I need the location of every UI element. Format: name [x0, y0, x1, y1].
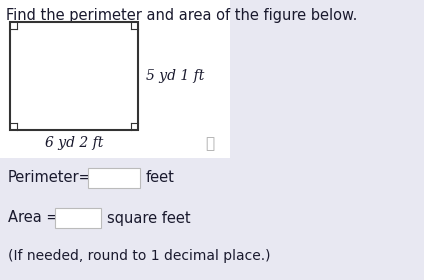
Bar — [0, 0, 230, 158]
Text: feet: feet — [146, 171, 175, 186]
Text: 6 yd 2 ft: 6 yd 2 ft — [45, 136, 103, 150]
Text: Area =: Area = — [8, 211, 59, 225]
Text: (If needed, round to 1 decimal place.): (If needed, round to 1 decimal place.) — [8, 249, 271, 263]
Text: Find the perimeter and area of the figure below.: Find the perimeter and area of the figur… — [6, 8, 357, 23]
Text: ⌕: ⌕ — [206, 137, 215, 151]
Bar — [88, 168, 140, 188]
Text: 5 yd 1 ft: 5 yd 1 ft — [146, 69, 204, 83]
Text: Perimeter=: Perimeter= — [8, 171, 92, 186]
Text: square feet: square feet — [107, 211, 191, 225]
Bar — [10, 22, 138, 130]
Bar — [55, 208, 101, 228]
